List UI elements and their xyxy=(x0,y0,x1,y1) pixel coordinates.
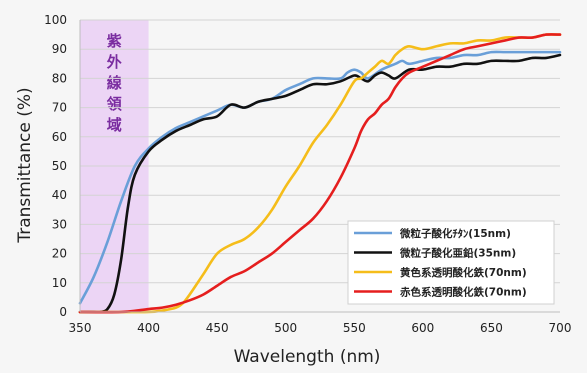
tick-layer: 0 10 20 30 40 50 60 70 80 90 100 350 400 450 500 550 600… xyxy=(44,13,571,335)
series-line-1 xyxy=(78,50,562,305)
x-tick-label: 500 xyxy=(274,321,297,335)
y-tick-label: 40 xyxy=(52,188,67,202)
y-tick-label: 0 xyxy=(59,305,67,319)
legend-label: 微粒子酸化亜鉛(35nm) xyxy=(399,247,516,260)
y-tick-label: 80 xyxy=(52,71,67,85)
legend: 微粒子酸化ﾁﾀﾝ(15nm) 微粒子酸化亜鉛(35nm) 黄色系透明酸化鉄(70nm… xyxy=(347,220,555,305)
uv-region-label-char: 紫 xyxy=(107,32,122,50)
x-tick-label: 600 xyxy=(411,321,434,335)
y-tick-label: 70 xyxy=(52,101,67,115)
x-tick-label: 400 xyxy=(137,321,160,335)
legend-box xyxy=(347,220,555,305)
series-line-4 xyxy=(78,33,562,314)
legend-label: 黄色系透明酸化鉄(70nm) xyxy=(400,266,527,279)
uv-region-label-char: 領 xyxy=(107,95,123,113)
series-line-2 xyxy=(78,53,562,314)
x-tick-label: 450 xyxy=(206,321,229,335)
y-tick-label: 10 xyxy=(52,276,67,290)
x-axis-label: Wavelength (nm) xyxy=(234,347,381,367)
y-tick-label: 100 xyxy=(44,13,67,27)
y-tick-label: 20 xyxy=(52,247,67,261)
x-tick-label: 350 xyxy=(69,321,92,335)
y-tick-label: 50 xyxy=(52,159,67,173)
y-tick-label: 90 xyxy=(52,42,67,56)
uv-region-label-char: 線 xyxy=(107,74,122,92)
y-tick-label: 30 xyxy=(52,217,67,231)
uv-region-label-char: 域 xyxy=(107,116,122,134)
legend-label: 赤色系透明酸化鉄(70nm) xyxy=(400,286,527,299)
series-layer xyxy=(78,33,562,314)
x-tick-label: 700 xyxy=(549,321,572,335)
y-axis-label: Transmittance (%) xyxy=(15,87,35,243)
legend-label: 微粒子酸化ﾁﾀﾝ(15nm) xyxy=(399,227,511,240)
x-tick-label: 550 xyxy=(343,321,366,335)
y-tick-label: 60 xyxy=(52,130,67,144)
uv-region-label-char: 外 xyxy=(106,53,122,71)
x-tick-label: 650 xyxy=(480,321,503,335)
series-line-3 xyxy=(78,33,562,314)
axes-layer xyxy=(79,20,560,313)
